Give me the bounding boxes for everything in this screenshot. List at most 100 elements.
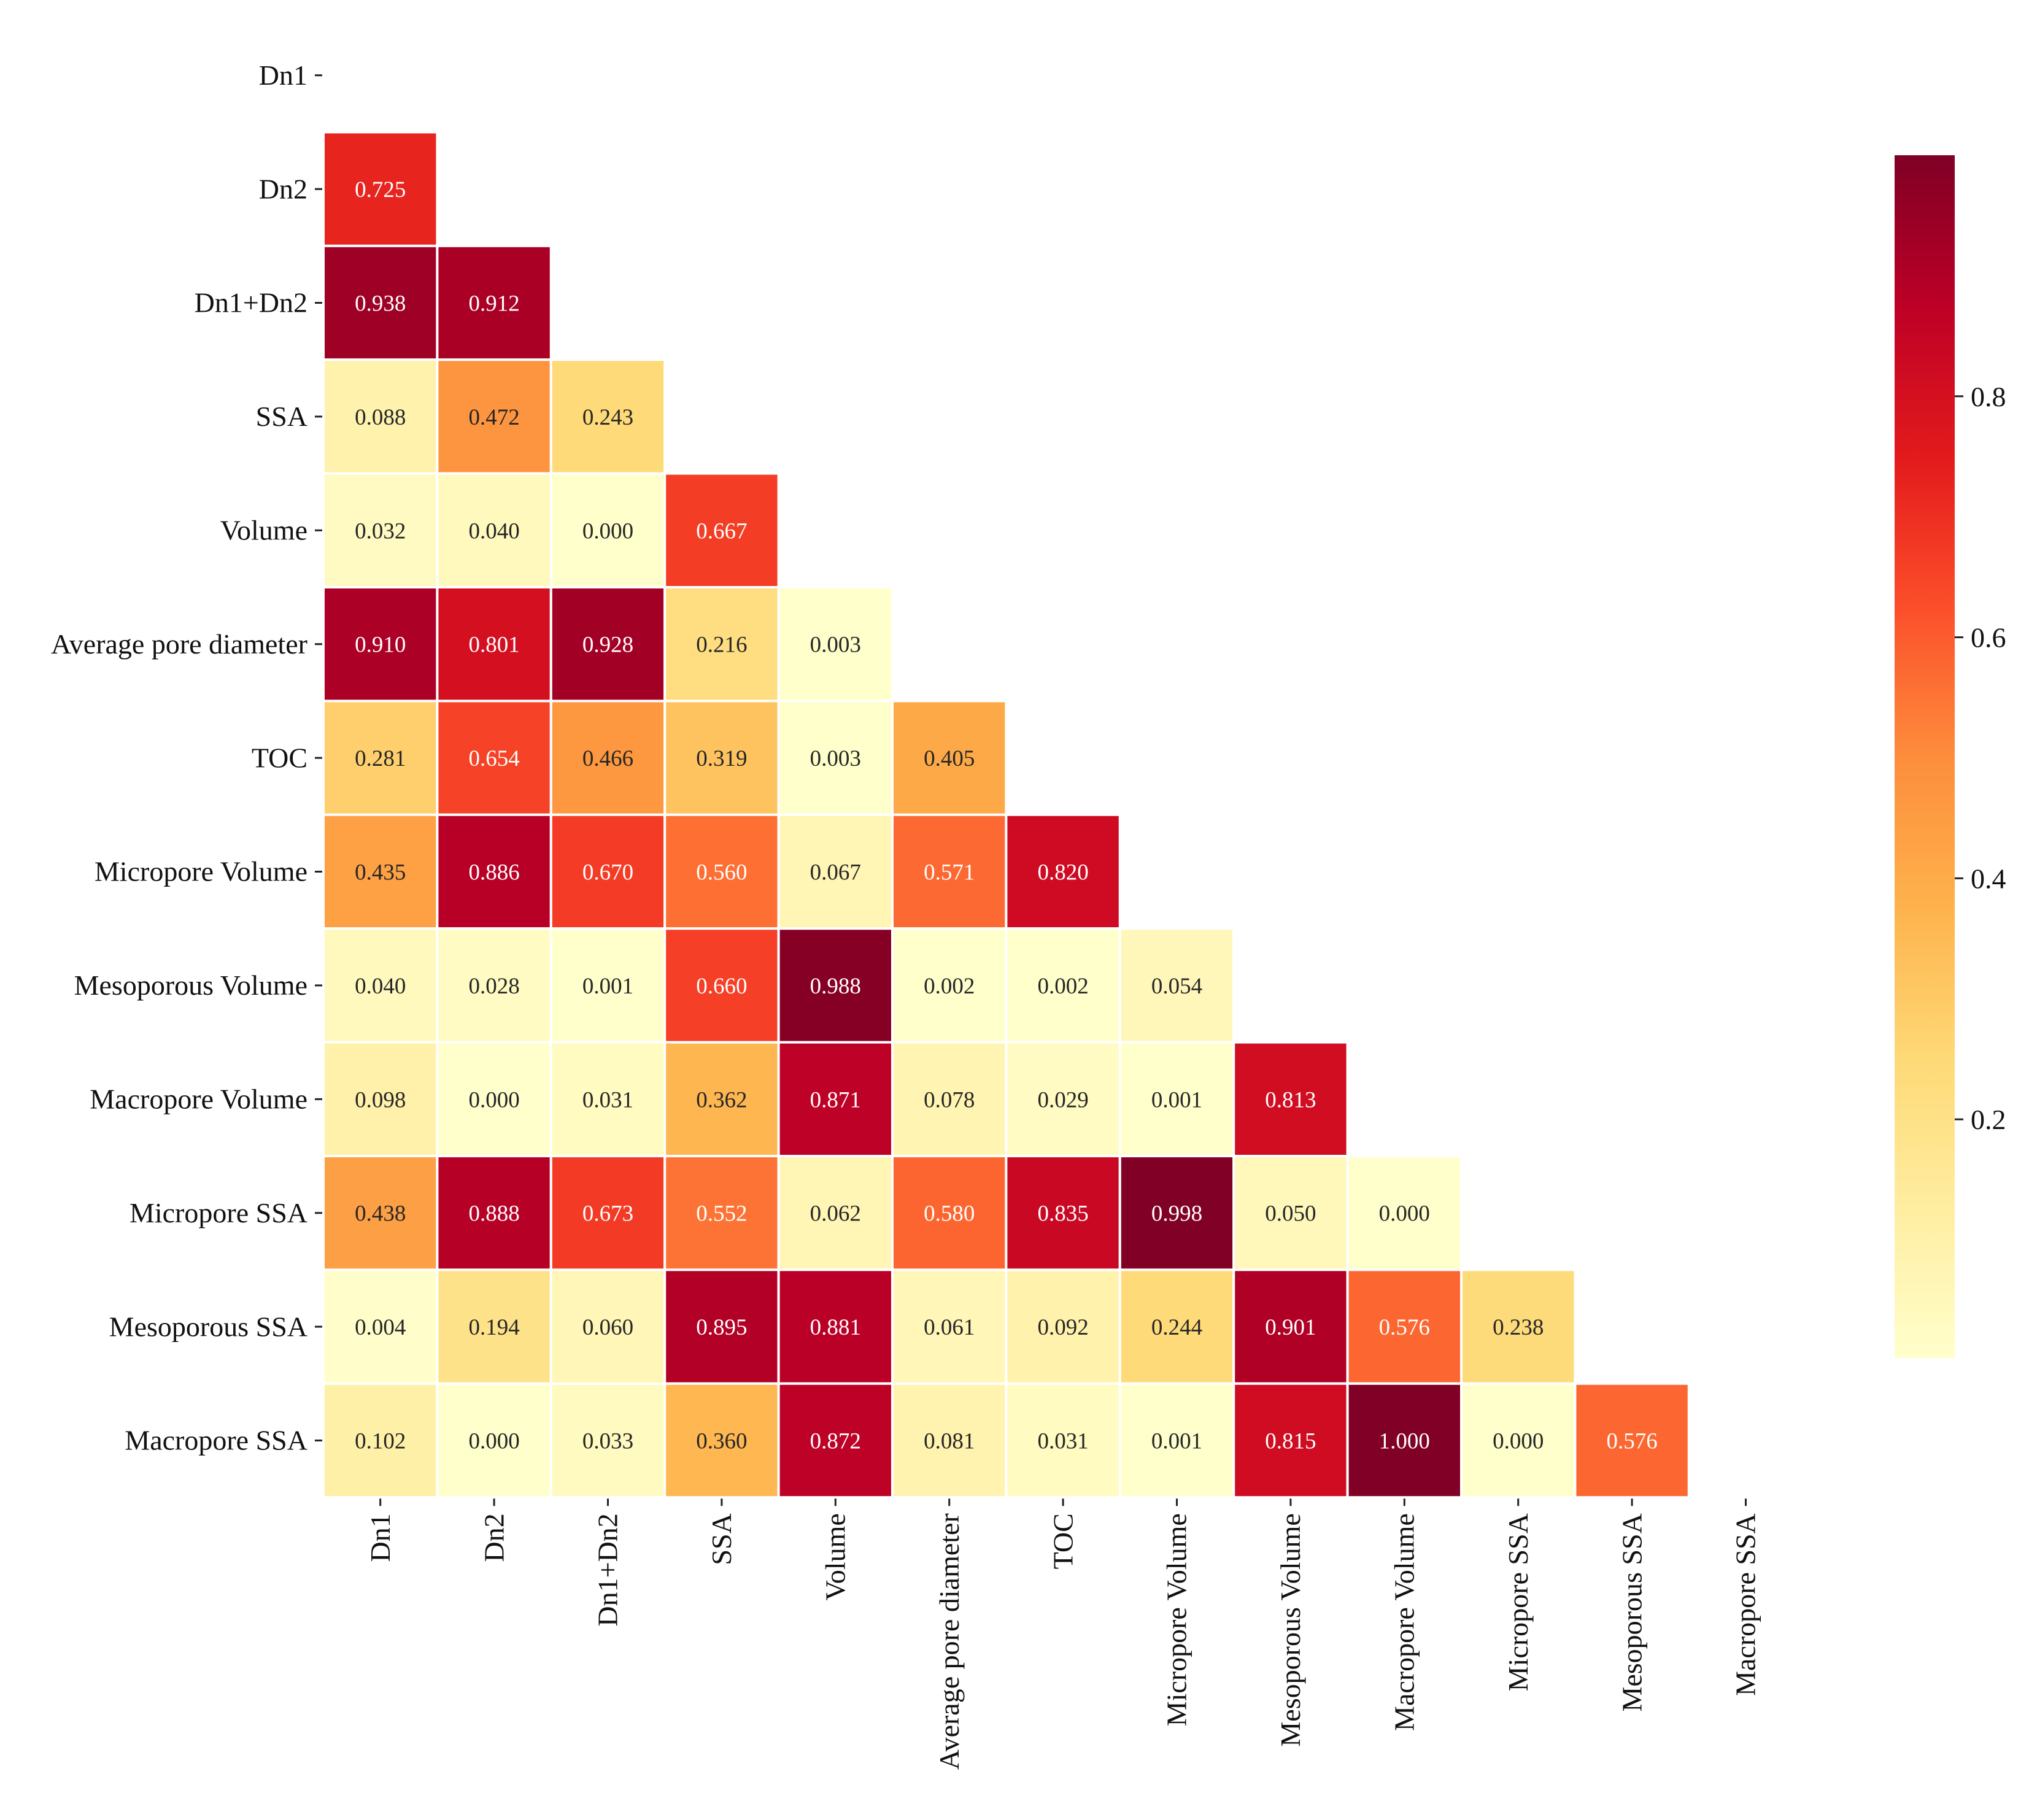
cell-value-label: 0.888: [468, 1201, 519, 1227]
heatmap-cell: [663, 1382, 780, 1499]
cell-value-label: 0.580: [924, 1201, 975, 1227]
heatmap-cell: [1232, 1041, 1349, 1157]
heatmap-cell: [1118, 1382, 1235, 1499]
y-tick-label: Volume: [220, 514, 307, 546]
cell-value-label: 0.912: [468, 291, 519, 316]
cell-value-label: 0.031: [1037, 1429, 1088, 1454]
cell-value-label: 0.000: [468, 1087, 519, 1112]
heatmap-cell: [436, 472, 552, 588]
heatmap-cell: [322, 1041, 439, 1157]
cell-value-label: 0.216: [696, 633, 747, 658]
cell-value-label: 0.244: [1151, 1315, 1202, 1340]
heatmap-cell: [1232, 1268, 1349, 1385]
cell-value-label: 0.243: [582, 405, 633, 430]
heatmap-cell: [1346, 1382, 1463, 1499]
cell-value-label: 0.988: [810, 974, 861, 999]
x-tick-label: SSA: [706, 1513, 737, 1565]
cell-value-label: 0.000: [468, 1429, 519, 1454]
cell-value-label: 0.062: [810, 1201, 861, 1227]
heatmap-cell: [1232, 1155, 1349, 1271]
heatmap-cell: [1232, 1382, 1349, 1499]
x-tick-label: Macropore SSA: [1730, 1513, 1761, 1696]
cell-value-label: 0.998: [1151, 1201, 1202, 1227]
colorbar-tick-label: 0.2: [1971, 1104, 2006, 1135]
x-tick-label: Micropore SSA: [1502, 1513, 1534, 1691]
cell-value-label: 0.002: [924, 974, 975, 999]
heatmap-cell: [777, 700, 894, 816]
heatmap-cell: [891, 700, 1008, 816]
heatmap-cell: [549, 1382, 667, 1499]
y-tick-label: SSA: [256, 401, 307, 432]
cell-value-label: 0.194: [468, 1315, 519, 1340]
cell-value-label: 1.000: [1379, 1429, 1430, 1454]
cell-value-label: 0.050: [1265, 1201, 1316, 1227]
cell-value-label: 0.060: [582, 1315, 633, 1340]
x-tick-label: Dn1: [365, 1513, 396, 1562]
y-tick-label: Dn2: [259, 173, 307, 204]
heatmap-cell: [436, 586, 552, 703]
cell-value-label: 0.061: [924, 1315, 975, 1340]
cell-value-label: 0.654: [468, 746, 519, 771]
colorbar-gradient: [1895, 155, 1955, 1358]
heatmap-cell: [436, 244, 552, 361]
heatmap-cell: [1346, 1155, 1463, 1271]
heatmap-cell: [1005, 813, 1121, 930]
cell-value-label: 0.472: [468, 405, 519, 430]
y-tick-label: Mesoporous Volume: [74, 970, 307, 1001]
heatmap-cell: [1460, 1268, 1577, 1385]
y-axis: Dn1 Dn2 Dn1+Dn2 SSA Volume Average pore diame…: [51, 60, 322, 1456]
heatmap-cell: [663, 1041, 780, 1157]
cell-value-label: 0.815: [1265, 1429, 1316, 1454]
y-tick-label: Micropore Volume: [95, 856, 307, 887]
heatmap-cell: [322, 1382, 439, 1499]
heatmap-cell: [549, 358, 667, 475]
heatmap-cell: [1460, 1382, 1577, 1499]
colorbar-tick-label: 0.8: [1971, 381, 2006, 412]
heatmap-cell: [322, 700, 439, 816]
cell-value-label: 0.560: [696, 860, 747, 885]
heatmap-cell: [891, 1041, 1008, 1157]
cell-value-label: 0.552: [696, 1201, 747, 1227]
cell-value-label: 0.040: [468, 519, 519, 544]
cell-value-label: 0.673: [582, 1201, 633, 1227]
cell-value-label: 0.029: [1037, 1087, 1088, 1112]
x-tick-label: Dn1+Dn2: [592, 1513, 624, 1626]
heatmap-cell: [322, 1155, 439, 1271]
heatmap-cell: [322, 927, 439, 1044]
heatmap-cell: [1005, 1382, 1121, 1499]
cell-value-label: 0.001: [1151, 1429, 1202, 1454]
heatmap-cell: [777, 1155, 894, 1271]
heatmap-cell: [1574, 1382, 1690, 1499]
cell-value-label: 0.660: [696, 974, 747, 999]
x-tick-label: Mesoporous Volume: [1275, 1513, 1306, 1746]
heatmap-cell: [1005, 1041, 1121, 1157]
y-tick-label: Macropore Volume: [90, 1083, 307, 1114]
cell-value-label: 0.576: [1379, 1315, 1430, 1340]
colorbar-tick-label: 0.6: [1971, 622, 2006, 654]
x-tick-label: Volume: [819, 1513, 851, 1600]
cell-value-label: 0.003: [810, 746, 861, 771]
cell-value-label: 0.032: [355, 519, 406, 544]
y-tick-label: Dn1: [259, 60, 307, 91]
heatmap-cell: [663, 1268, 780, 1385]
heatmap-cell: [322, 244, 439, 361]
cell-value-label: 0.054: [1151, 974, 1202, 999]
heatmap-cell: [549, 1041, 667, 1157]
x-tick-label: Mesoporous SSA: [1616, 1513, 1647, 1711]
cell-value-label: 0.098: [355, 1087, 406, 1112]
cell-value-label: 0.360: [696, 1429, 747, 1454]
cell-value-label: 0.000: [582, 519, 633, 544]
heatmap-cell: [663, 1155, 780, 1271]
cell-value-label: 0.438: [355, 1201, 406, 1227]
cell-value-label: 0.319: [696, 746, 747, 771]
y-tick-label: TOC: [252, 742, 307, 773]
cell-value-label: 0.000: [1379, 1201, 1430, 1227]
heatmap-cell: [549, 700, 667, 816]
cell-value-label: 0.031: [582, 1087, 633, 1112]
cell-value-label: 0.092: [1037, 1315, 1088, 1340]
heatmap-cell: [436, 813, 552, 930]
cell-value-label: 0.102: [355, 1429, 406, 1454]
heatmap-cell: [663, 586, 780, 703]
y-tick-label: Mesoporous SSA: [109, 1311, 307, 1342]
heatmap-cell: [891, 1382, 1008, 1499]
